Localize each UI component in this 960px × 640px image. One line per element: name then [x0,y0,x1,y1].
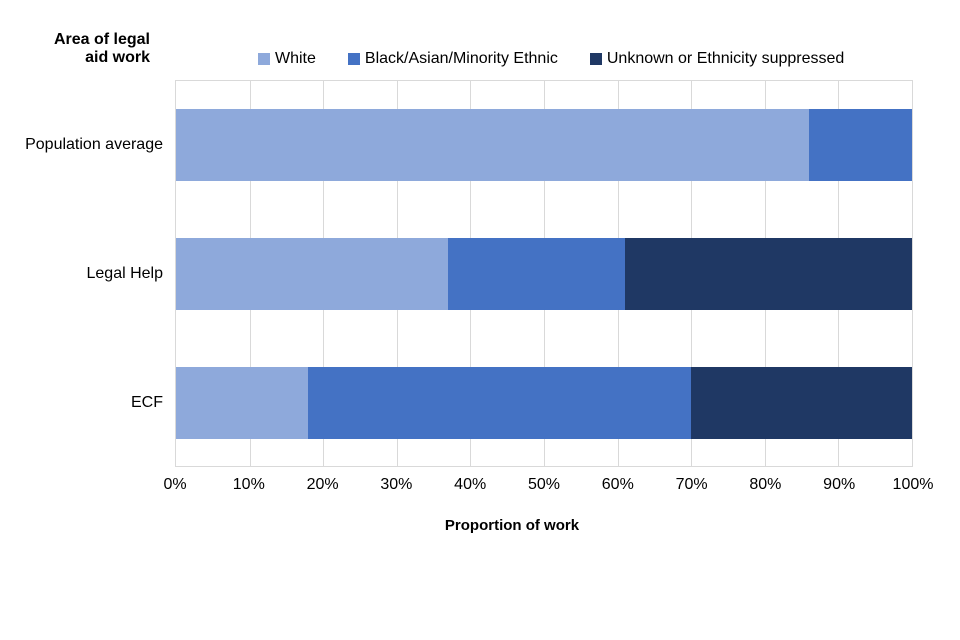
bar-segment-ecf-black-asian-minority-ethnic [308,367,692,439]
legend-item-unknown-or-ethnicity-suppressed: Unknown or Ethnicity suppressed [589,50,845,68]
bar-segment-population-average-white [176,109,809,181]
x-tick-label-80: 80% [749,476,782,493]
bar-segment-legal-help-black-asian-minority-ethnic [448,238,625,310]
legend-label-unknown-or-ethnicity-suppressed: Unknown or Ethnicity suppressed [606,50,845,67]
bar-row-legal-help [176,210,912,339]
legend-item-black-asian-minority-ethnic: Black/Asian/Minority Ethnic [347,50,558,68]
x-tick-label-70: 70% [675,476,708,493]
x-axis-title: Proportion of work [444,517,580,534]
x-tick-label-50: 50% [527,476,561,493]
bar-segment-ecf-unknown-or-ethnicity-suppressed [691,367,912,439]
x-tick-label-20: 20% [306,476,339,493]
stacked-bar-population-average [176,109,912,181]
legend-swatch-black-asian-minority-ethnic [347,53,360,65]
category-label-ecf: ECF [131,393,163,411]
bar-segment-legal-help-unknown-or-ethnicity-suppressed [624,238,912,310]
x-tick-label-60: 60% [601,476,634,493]
legend-label-black-asian-minority-ethnic: Black/Asian/Minority Ethnic [364,50,558,67]
legend: White Black/Asian/Minority Ethnic Unknown … [258,50,844,68]
category-label-legal-help: Legal Help [86,264,164,282]
bar-segment-ecf-white [176,367,309,439]
x-tick-label-10: 10% [232,476,265,493]
x-tick-label-40: 40% [454,476,487,493]
x-tick-label-100: 100% [892,476,934,493]
legend-label-white: White [275,50,316,67]
y-axis-title: Area of legal aid work [0,31,150,67]
legend-swatch-unknown-or-ethnicity-suppressed [589,53,602,65]
stacked-bar-ecf [176,367,912,439]
y-axis-title-line2: aid work [85,49,150,66]
stacked-bar-legal-help [176,238,912,310]
x-tick-label-0: 0% [163,476,187,493]
x-tick-label-90: 90% [823,476,856,493]
bar-segment-legal-help-white [176,238,449,310]
plot-area [175,80,913,467]
bar-segment-population-average-black-asian-minority-ethnic [808,109,912,181]
category-label-population-average: Population average [25,135,163,153]
x-tick-label-30: 30% [380,476,413,493]
bar-row-ecf [176,339,912,468]
legend-swatch-white [258,53,270,65]
bar-row-population-average [176,81,912,210]
legend-item-white: White [258,50,316,68]
y-axis-title-line1: Area of legal [53,31,150,48]
